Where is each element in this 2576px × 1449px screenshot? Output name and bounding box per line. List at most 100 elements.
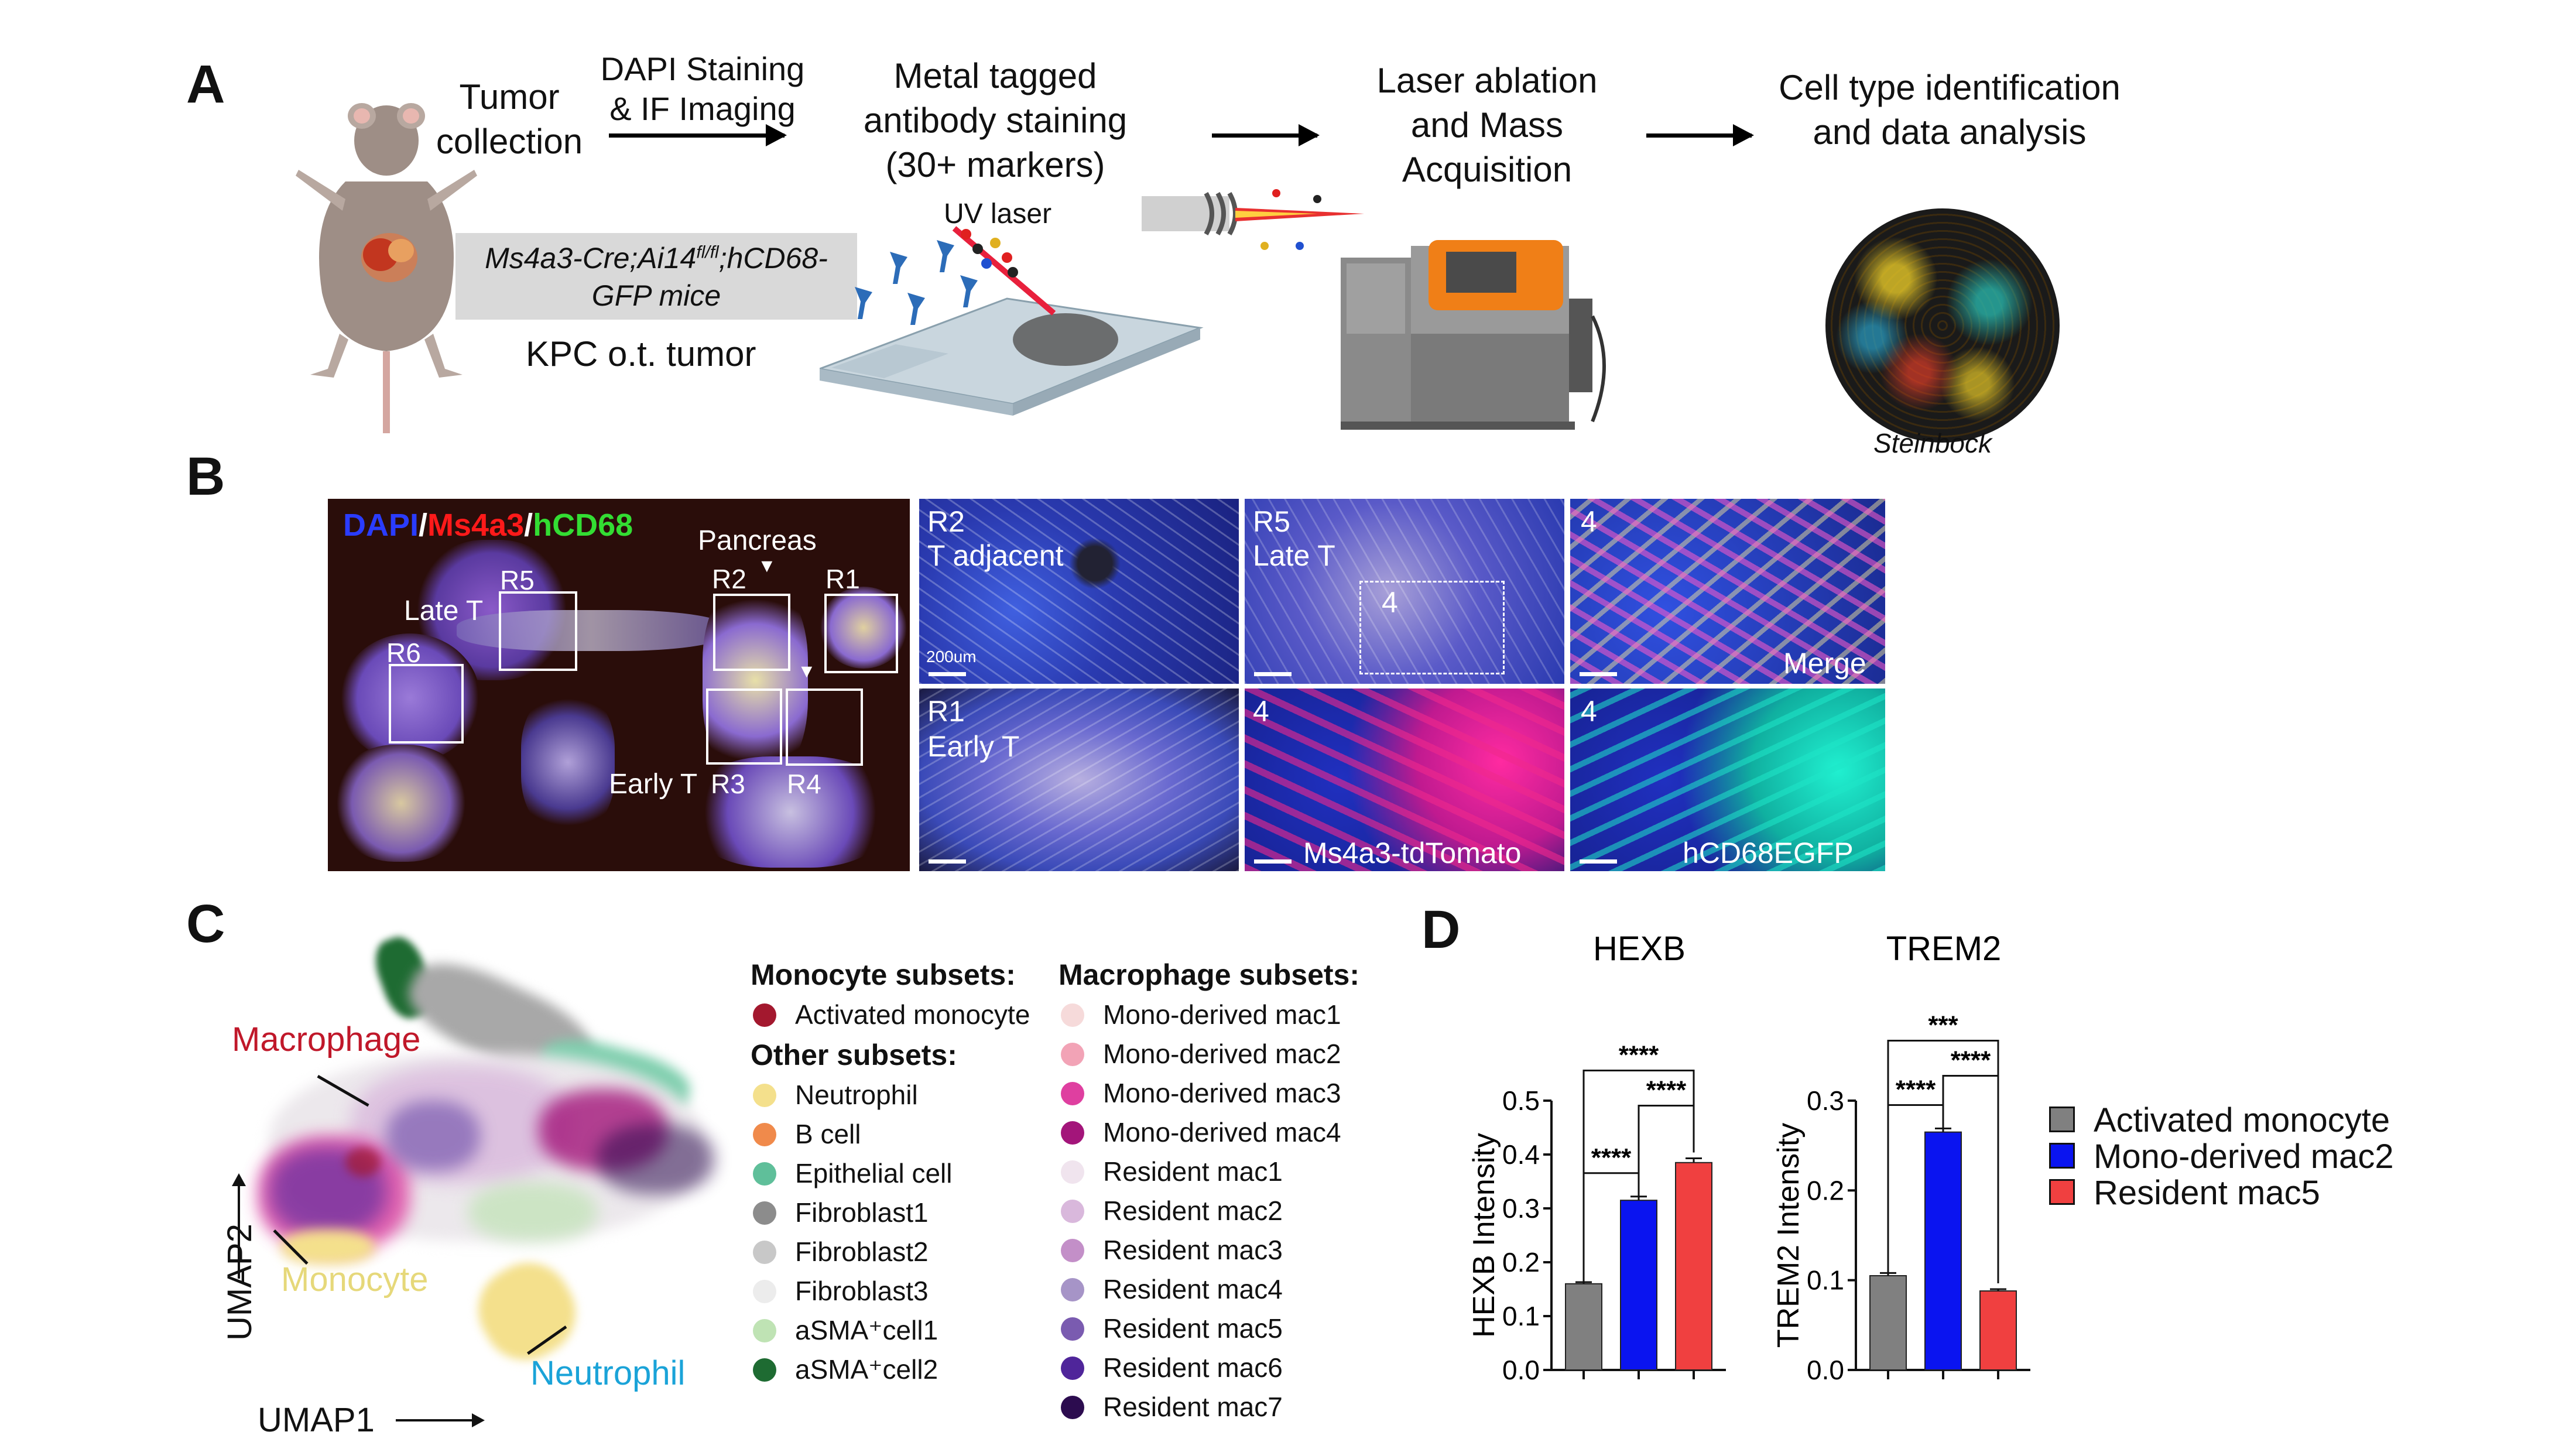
- slide-illustration: [820, 226, 1204, 416]
- y-tick-label: 0.1: [1807, 1265, 1844, 1296]
- tumor-collection-line1: Tumor: [459, 77, 560, 117]
- y-tick-label: 0.2: [1502, 1247, 1540, 1277]
- arrow-right-icon: [1646, 124, 1754, 146]
- legend-swatch: [753, 1358, 776, 1382]
- significance-bracket: [1582, 1069, 1695, 1283]
- legend-label: Neutrophil: [795, 1080, 918, 1110]
- y-tick-label: 0.0: [1807, 1355, 1844, 1385]
- kpc-label: KPC o.t. tumor: [526, 334, 756, 374]
- legend-swatch: [1061, 1160, 1084, 1184]
- legend-label: Mono-derived mac1: [1103, 999, 1341, 1030]
- tile-r5-inset-box: [1359, 581, 1505, 674]
- legend-swatch: [2049, 1107, 2075, 1132]
- legend-label: Mono-derived mac3: [1103, 1078, 1341, 1108]
- r4-arrow-icon: ▼: [797, 660, 816, 681]
- legend-label: Resident mac6: [1103, 1352, 1283, 1383]
- legend-swatch: [2049, 1179, 2075, 1205]
- roi-r4: [786, 688, 863, 766]
- stain-legend: DAPI/Ms4a3/hCD68: [343, 507, 633, 543]
- panel-b-letter: B: [186, 447, 225, 506]
- legend-label: Resident mac7: [1103, 1392, 1283, 1422]
- tile-r5-image: [1245, 499, 1564, 684]
- legend-swatch: [1061, 1356, 1084, 1380]
- legend-title: Monocyte subsets:: [751, 958, 1016, 991]
- dapi-imaging-line1: DAPI Staining: [600, 50, 805, 87]
- stain-hcd68: hCD68: [533, 508, 633, 543]
- legend-swatch: [753, 1084, 776, 1107]
- legend-swatch: [1061, 1003, 1084, 1027]
- laser-ablation-line3: Acquisition: [1402, 150, 1573, 189]
- tile-r5-label-1: R5: [1253, 505, 1290, 538]
- mouse-line-box: [455, 233, 857, 320]
- chart-title: TREM2: [1886, 930, 2002, 968]
- legend-swatch: [753, 1123, 776, 1146]
- uv-laser-label: UV laser: [944, 198, 1052, 229]
- legend-label: Resident mac4: [1103, 1274, 1283, 1304]
- mouse-line-text-2: GFP mice: [591, 279, 721, 312]
- significance-bracket: [1887, 1040, 1999, 1283]
- y-axis-label: TREM2 Intensity: [1772, 1123, 1806, 1348]
- tile-r2-label-1: R2: [927, 505, 965, 538]
- umap2-axis-arrow: [238, 1185, 240, 1279]
- significance-label: ****: [1896, 1075, 1936, 1104]
- tile-egfp-num: 4: [1581, 695, 1597, 728]
- legend-label: Resident mac5: [1103, 1313, 1283, 1344]
- mouse-line-part2: ;hCD68-: [718, 242, 828, 275]
- steinbock-label: Steinbock: [1873, 428, 1992, 458]
- arrow-right-icon: [1212, 124, 1320, 146]
- roi-label-r1: R1: [825, 564, 860, 594]
- significance-label: ***: [1928, 1011, 1958, 1040]
- legend-swatch: [753, 1280, 776, 1303]
- legend-title: Other subsets:: [751, 1039, 957, 1071]
- scale-bar: [1254, 859, 1292, 864]
- tile-r1-label-2: Early T: [927, 730, 1020, 763]
- stain-dapi: DAPI: [343, 508, 419, 543]
- mouse-line-text-1: Ms4a3-Cre;Ai14fl/fl;hCD68-: [455, 241, 857, 275]
- chart-title: HEXB: [1593, 930, 1686, 968]
- tumor-collection-line2: collection: [436, 122, 583, 161]
- scale-bar: [929, 672, 966, 676]
- legend-swatch: [1061, 1396, 1084, 1419]
- y-tick-label: 0.1: [1502, 1301, 1540, 1331]
- umap1-label: UMAP1: [258, 1401, 375, 1439]
- legend-label: Resident mac5: [2094, 1174, 2320, 1212]
- arrow-right-icon: [609, 124, 787, 146]
- legend-swatch: [1061, 1239, 1084, 1262]
- legend-swatch: [753, 1319, 776, 1342]
- legend-label: Resident mac3: [1103, 1235, 1283, 1265]
- roi-label-r5: R5: [500, 565, 535, 595]
- mouse-line-part1: Ms4a3-Cre;Ai14: [485, 242, 697, 275]
- y-axis-label: HEXB Intensity: [1467, 1133, 1501, 1338]
- steinbock-image: [1825, 208, 2060, 443]
- y-tick-label: 0.5: [1502, 1085, 1540, 1116]
- pancreas-label: Pancreas: [698, 525, 817, 556]
- laser-ablation-line1: Laser ablation: [1376, 61, 1598, 100]
- tile-r1-label-1: R1: [927, 695, 965, 728]
- umap-label-macrophage: Macrophage: [232, 1020, 421, 1059]
- roi-r2: [713, 594, 790, 671]
- roi-label-r6: R6: [386, 638, 421, 668]
- legend-label: B cell: [795, 1119, 861, 1149]
- legend-label: Activated monocyte: [2094, 1101, 2390, 1139]
- tile-r2-image: [919, 499, 1239, 684]
- legend-label: Mono-derived mac2: [1103, 1039, 1341, 1069]
- legend-label: Mono-derived mac4: [1103, 1117, 1341, 1147]
- legend-swatch: [753, 1003, 776, 1027]
- legend-swatch: [1061, 1278, 1084, 1301]
- metal-tagged-line1: Metal tagged: [893, 56, 1097, 95]
- tile-tomato-image: [1245, 688, 1564, 871]
- roi-label-r2: R2: [712, 564, 746, 594]
- legend-label: Fibroblast1: [795, 1197, 929, 1228]
- legend-label: Fibroblast3: [795, 1276, 929, 1306]
- scale-bar: [1580, 672, 1617, 676]
- mouse-illustration: [296, 103, 477, 433]
- dapi-imaging-line2: & IF Imaging: [609, 90, 796, 127]
- legend-swatch: [1061, 1082, 1084, 1105]
- umap1-arrowhead-icon: [472, 1413, 485, 1427]
- umap-label-neutrophil: Neutrophil: [530, 1354, 686, 1392]
- tile-tomato-label: Ms4a3-tdTomato: [1303, 837, 1522, 869]
- roi-label-r4: R4: [787, 769, 821, 799]
- legend-swatch: [1061, 1121, 1084, 1145]
- scale-bar: [929, 859, 966, 864]
